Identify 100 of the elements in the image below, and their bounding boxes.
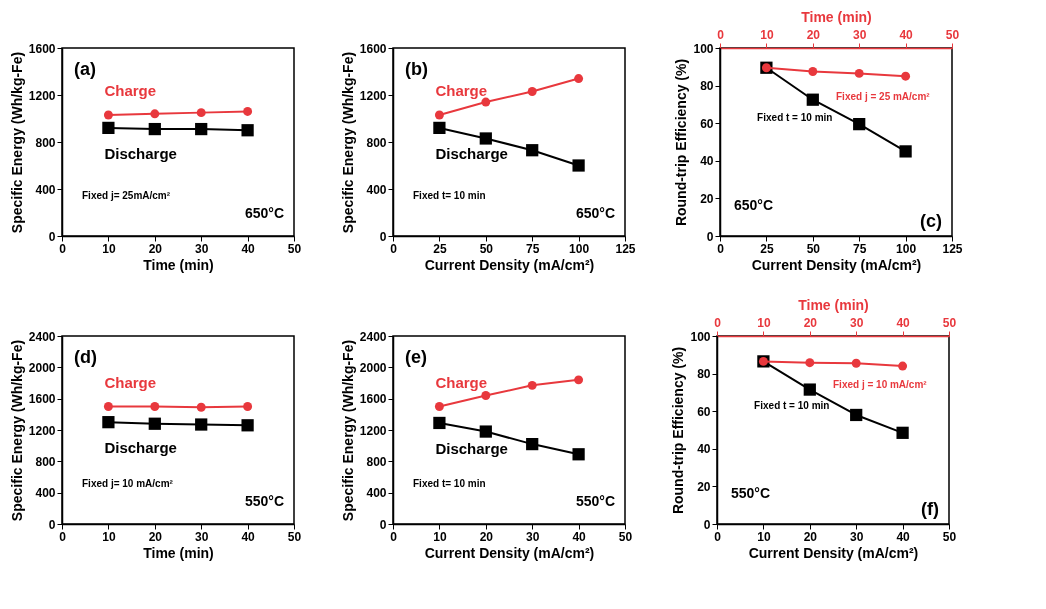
y-tick-label: 100 [690,329,711,344]
point [196,402,206,412]
x2-axis-title: Time (min) [798,296,869,313]
annotation: 650°C [575,205,615,221]
x-tick-label: 40 [241,241,256,256]
annotation: Fixed t= 10 min [413,190,486,201]
y-tick-label: 1600 [359,41,387,56]
point [479,132,492,145]
point [481,391,491,400]
series-label: Charge [104,373,157,391]
point [527,87,537,96]
annotation: 550°C [244,493,284,509]
x-tick-label: 40 [241,529,256,544]
point [148,417,161,430]
x-axis-title: Time (min) [143,544,214,561]
point [806,93,819,106]
annotation: (f) [921,499,939,519]
x-axis-title: Current Density (mA/cm²) [748,544,919,561]
x-tick-label: 50 [287,529,302,544]
y-tick-label: 80 [700,79,714,94]
x2-tick-label: 40 [896,315,911,330]
point [896,426,909,439]
x-axis-title: Current Density (mA/cm²) [424,256,595,273]
point [574,375,584,385]
x-tick-label: 30 [195,529,209,544]
annotation: 650°C [734,197,774,213]
annotation: Fixed j = 25 mA/cm² [836,90,931,102]
point [433,121,446,135]
y-tick-label: 0 [48,229,56,244]
x-tick-label: 0 [717,241,725,256]
point [850,408,863,422]
series-label: Discharge [435,439,508,457]
point [148,122,161,136]
x-tick-label: 0 [390,241,398,256]
x-tick-label: 0 [59,529,67,544]
series-label: Discharge [435,144,508,162]
annotation: Fixed j = 10 mA/cm² [833,378,928,390]
x2-tick-label: 50 [945,27,960,42]
x-tick-label: 25 [433,241,447,256]
point [526,144,539,157]
point [241,124,254,137]
y-tick-label: 1600 [28,392,56,407]
y-tick-label: 800 [366,135,387,150]
x-tick-label: 75 [853,241,867,256]
y-tick-label: 40 [697,442,711,457]
y-tick-label: 400 [366,182,387,197]
series-label: Discharge [104,144,177,162]
x-axis-title: Current Density (mA/cm²) [424,544,595,561]
annotation: 550°C [575,493,615,509]
point [195,122,208,136]
x2-tick-label: 20 [806,27,821,42]
x2-axis-title: Time (min) [801,8,872,25]
x2-tick-label: 30 [850,315,864,330]
y-tick-label: 1200 [359,88,387,103]
y-tick-label: 800 [35,135,56,150]
x-tick-label: 125 [942,241,963,256]
y-tick-label: 1200 [28,423,56,438]
y-tick-label: 1200 [359,423,387,438]
y-tick-label: 0 [379,229,387,244]
x-tick-label: 40 [572,529,587,544]
annotation: Fixed j= 25mA/cm² [82,190,171,201]
point [150,109,160,119]
point [150,402,160,411]
point [574,74,584,84]
x-axis-title: Time (min) [143,256,214,273]
y-tick-label: 60 [700,116,714,131]
point [196,108,206,118]
point [572,448,585,461]
annotation: (e) [405,347,427,367]
y-tick-label: 2000 [28,360,56,375]
x-tick-label: 100 [569,241,590,256]
x-tick-label: 50 [942,529,957,544]
y-tick-label: 2400 [28,329,56,344]
y-tick-label: 800 [366,454,387,469]
x-tick-label: 20 [479,529,494,544]
x-tick-label: 50 [806,241,821,256]
x-tick-label: 0 [390,529,398,544]
x-tick-label: 20 [148,241,163,256]
point [434,110,444,120]
x2-tick-label: 30 [853,27,867,42]
x-tick-label: 30 [195,241,209,256]
point [243,402,253,411]
y-tick-label: 2400 [359,329,387,344]
annotation: 650°C [244,205,284,221]
annotation: (c) [920,211,942,231]
point [102,416,115,429]
annotation: (d) [74,347,97,367]
y-axis-title: Round-trip Efficiency (%) [673,58,690,227]
x-tick-label: 100 [896,241,917,256]
y-tick-label: 0 [703,517,711,532]
x2-tick-label: 40 [899,27,914,42]
x-tick-label: 40 [896,529,911,544]
y-tick-label: 1200 [28,88,56,103]
point [103,402,113,411]
series-label: Discharge [104,439,177,457]
x-tick-label: 10 [433,529,447,544]
x-tick-label: 30 [526,529,540,544]
annotation: Fixed j= 10 mA/cm² [82,478,174,489]
y-axis-title: Specific Energy (Wh/kg-Fe) [8,339,25,522]
x2-tick-label: 20 [803,315,818,330]
